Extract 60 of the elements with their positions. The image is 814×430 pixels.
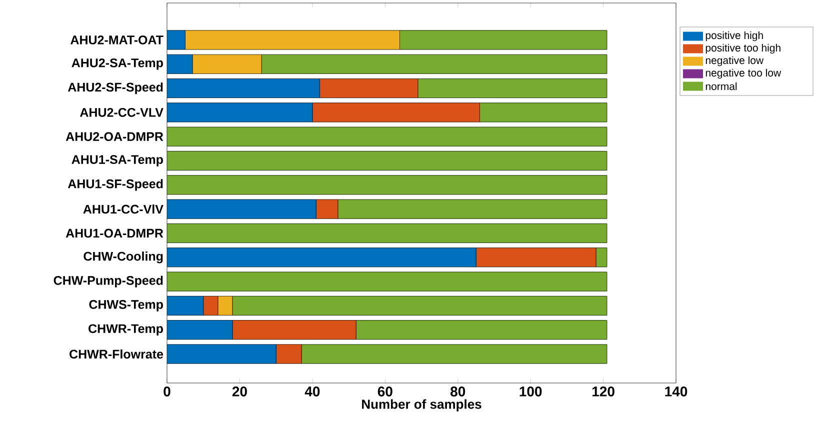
bar	[167, 150, 608, 171]
bar	[261, 54, 608, 74]
x-tick-label: 60	[378, 386, 392, 396]
bar	[167, 126, 608, 146]
y-tick-label: AHU2-SF-Speed	[68, 82, 163, 94]
x-tick-label: 0	[164, 386, 170, 396]
bar	[167, 248, 476, 268]
bar	[167, 175, 608, 195]
bar	[167, 78, 320, 98]
y-tick-label: CHWS-Temp	[89, 300, 163, 312]
y-tick-label: CHWR-Temp	[88, 324, 163, 336]
bar	[276, 344, 302, 364]
y-tick-label: AHU2-OA-DMPR	[66, 132, 164, 142]
y-tick-label: AHU1-OA-DMPR	[66, 228, 164, 238]
y-tick-label: AHU2-CC-VLV	[80, 108, 164, 117]
bar	[338, 199, 608, 219]
legend-label: positive high	[706, 31, 763, 42]
bar	[167, 30, 186, 50]
y-tick-label: AHU1-SF-Speed	[68, 179, 163, 191]
bar	[218, 296, 233, 316]
x-tick-label: 80	[450, 386, 466, 396]
bar	[319, 78, 418, 98]
bar	[312, 102, 480, 122]
legend-label: normal	[706, 82, 737, 90]
bar	[418, 78, 608, 98]
bar	[356, 320, 608, 340]
x-tick-label: 100	[520, 386, 542, 396]
bar	[167, 296, 204, 316]
y-tick-label: AHU2-MAT-OAT	[70, 36, 164, 44]
x-tick-label: 140	[665, 386, 688, 396]
legend-label: positive too high	[706, 44, 780, 54]
y-tick-label: AHU1-CC-VlV	[83, 204, 164, 214]
bar	[476, 248, 596, 268]
y-tick-label: CHW-Pump-Speed	[54, 276, 163, 288]
x-tick-label: 20	[232, 386, 247, 396]
bar	[479, 102, 608, 122]
bar	[301, 344, 608, 364]
legend-label: negative too low	[706, 68, 782, 79]
bar	[399, 30, 608, 50]
bar	[203, 296, 218, 316]
x-tick-label: 120	[592, 386, 614, 396]
bar	[167, 199, 316, 219]
bar	[192, 54, 262, 74]
bar	[167, 223, 608, 244]
bar	[167, 102, 313, 122]
bar	[167, 344, 276, 364]
bar	[167, 272, 608, 292]
x-tick-label: 40	[304, 386, 320, 396]
bar	[184, 30, 400, 50]
y-tick-label: AHU2-SA-Temp	[72, 58, 163, 70]
y-tick-label: CHW-Cooling	[84, 252, 163, 264]
bar	[232, 320, 356, 340]
bar	[232, 296, 608, 316]
legend-label: negative low	[706, 56, 764, 66]
bar	[167, 54, 193, 74]
bar	[167, 320, 233, 340]
y-tick-label: AHU1-SA-Temp	[72, 155, 163, 166]
bar	[316, 199, 338, 219]
y-tick-label: CHWR-Flowrate	[70, 349, 164, 359]
x-axis-title: Number of samples	[362, 399, 482, 412]
